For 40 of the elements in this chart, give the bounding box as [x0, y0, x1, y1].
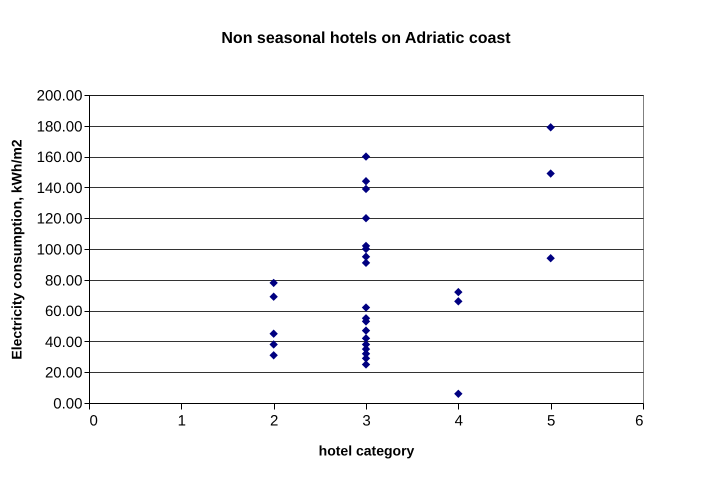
point — [546, 254, 555, 262]
y-tick-label: 0.00 — [53, 396, 82, 412]
point — [362, 184, 370, 194]
point — [269, 292, 278, 301]
point — [454, 390, 463, 398]
point — [269, 330, 278, 338]
point — [546, 123, 555, 132]
y-tick-label: 180.00 — [36, 118, 82, 136]
x-axis-title: hotel category — [318, 442, 415, 458]
y-tick-label: 100.00 — [36, 242, 82, 258]
x-tick-label: 0 — [90, 412, 98, 430]
point — [362, 258, 370, 268]
point — [454, 288, 463, 296]
x-tick-label: 1 — [178, 412, 186, 430]
point — [362, 360, 370, 369]
point — [362, 214, 370, 222]
point — [269, 278, 278, 288]
point — [454, 297, 463, 306]
point — [269, 351, 278, 360]
chart-title: Non seasonal hotels on Adriatic coast — [221, 30, 512, 47]
y-tick-label: 140.00 — [36, 180, 82, 197]
y-tick-label: 80.00 — [44, 272, 82, 290]
point — [362, 326, 370, 335]
point — [362, 177, 370, 186]
point — [269, 340, 278, 349]
y-tick-label: 160.00 — [36, 149, 82, 166]
y-tick-label: 120.00 — [36, 210, 82, 228]
y-tick-label: 60.00 — [44, 303, 82, 320]
point — [362, 152, 370, 161]
x-tick-label: 3 — [362, 412, 371, 430]
point — [362, 303, 370, 312]
x-tick-label: 6 — [635, 412, 644, 430]
point — [546, 169, 555, 178]
y-axis-title: Electricity consumption, kWh/m2 — [8, 139, 25, 360]
y-tick-label: 200.00 — [36, 88, 82, 104]
x-tick-label: 4 — [454, 412, 464, 430]
y-tick-label: 40.00 — [44, 334, 82, 351]
x-tick-label: 5 — [546, 412, 556, 430]
y-tick-label: 20.00 — [44, 364, 82, 382]
x-tick-label: 2 — [270, 412, 278, 430]
